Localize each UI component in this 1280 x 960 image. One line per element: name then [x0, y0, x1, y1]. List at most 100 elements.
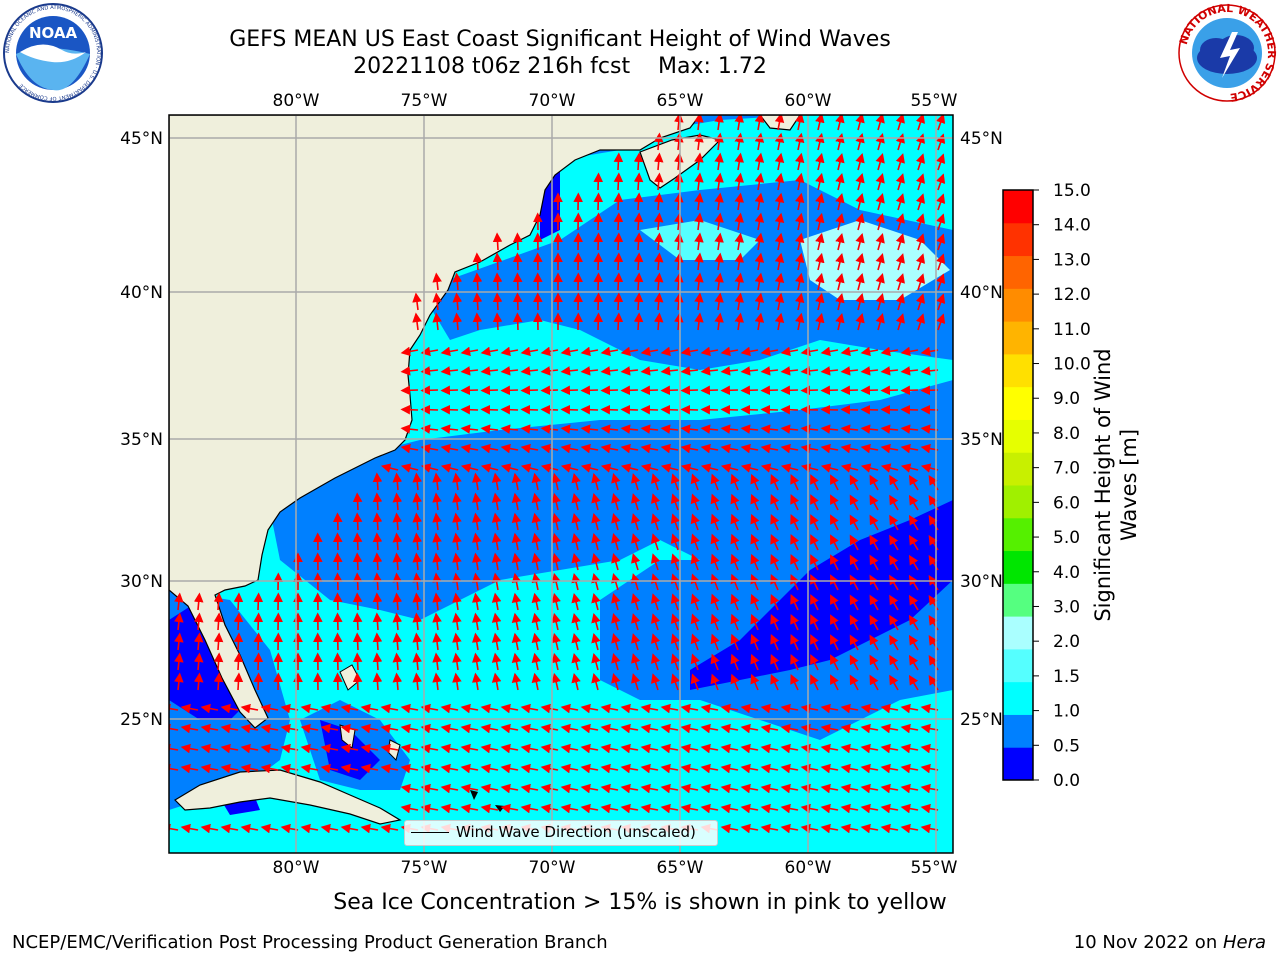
wind-arrow-icon — [855, 292, 865, 311]
wind-arrow-icon — [613, 232, 624, 251]
wind-arrow-icon — [694, 212, 704, 231]
wind-arrow-icon — [889, 574, 899, 591]
wind-arrow-icon — [412, 532, 422, 551]
wind-arrow-icon — [180, 743, 199, 754]
wind-arrow-icon — [680, 346, 699, 357]
wind-arrow-icon — [680, 743, 699, 754]
wind-arrow-icon — [240, 703, 259, 714]
colorbar-label-line1: Significant Height of Wind — [1091, 348, 1115, 622]
colorbar-label-line2: Waves [m] — [1117, 428, 1141, 542]
wind-arrow-icon — [520, 723, 539, 734]
wind-arrow-icon — [560, 463, 579, 473]
wind-arrow-icon — [580, 463, 599, 473]
wind-arrow-icon — [300, 743, 319, 754]
wind-arrow-icon — [240, 723, 259, 734]
wind-arrow-icon — [714, 292, 724, 311]
wind-arrow-icon — [889, 514, 899, 531]
wind-arrow-icon — [520, 424, 539, 434]
wind-arrow-icon — [460, 743, 479, 754]
wind-arrow-icon — [653, 192, 664, 211]
wind-arrow-icon — [460, 443, 479, 454]
wind-arrow-icon — [830, 614, 839, 631]
wind-arrow-icon — [734, 292, 744, 311]
wind-arrow-icon — [472, 672, 482, 691]
wind-arrow-icon — [740, 463, 759, 473]
wind-arrow-icon — [690, 533, 700, 551]
wind-arrow-icon — [849, 654, 859, 671]
wind-arrow-icon — [710, 653, 720, 671]
wind-arrow-icon — [815, 252, 825, 271]
wind-arrow-icon — [900, 346, 919, 357]
wind-arrow-icon — [512, 252, 523, 271]
wind-arrow-icon — [620, 703, 639, 714]
wind-arrow-icon — [432, 632, 442, 651]
wind-arrow-icon — [740, 424, 759, 434]
wind-arrow-icon — [790, 554, 800, 571]
wind-arrow-icon — [420, 346, 439, 357]
wind-arrow-icon — [540, 463, 559, 473]
wind-arrow-icon — [700, 443, 719, 454]
wind-arrow-icon — [472, 652, 482, 671]
wind-arrow-icon — [835, 152, 845, 171]
wind-arrow-icon — [520, 783, 539, 794]
wind-arrow-icon — [580, 763, 599, 774]
wind-arrow-icon — [480, 424, 499, 434]
wind-arrow-icon — [780, 743, 799, 754]
wind-arrow-icon — [815, 192, 825, 211]
wind-arrow-icon — [571, 592, 581, 611]
wind-arrow-icon — [880, 385, 899, 396]
wind-arrow-icon — [571, 672, 581, 691]
wind-arrow-icon — [452, 572, 462, 591]
wind-arrow-icon — [653, 292, 664, 311]
wind-arrow-icon — [680, 803, 699, 814]
wind-arrow-icon — [720, 763, 739, 774]
wind-arrow-icon — [650, 473, 661, 491]
wind-arrow-icon — [640, 346, 659, 357]
wind-arrow-icon — [869, 674, 879, 691]
wind-arrow-icon — [531, 572, 542, 591]
wind-arrow-icon — [332, 552, 343, 571]
wind-arrow-icon — [770, 553, 780, 571]
wind-arrow-icon — [472, 492, 482, 511]
wind-arrow-icon — [650, 553, 661, 571]
wind-arrow-icon — [633, 272, 644, 291]
wind-arrow-icon — [540, 743, 559, 754]
wind-arrow-icon — [869, 514, 879, 531]
wind-arrow-icon — [193, 632, 204, 651]
wind-arrow-icon — [560, 783, 579, 794]
wind-arrow-icon — [774, 115, 785, 131]
wind-arrow-icon — [174, 632, 184, 651]
wind-arrow-icon — [750, 673, 760, 691]
wind-arrow-icon — [875, 213, 885, 231]
wind-arrow-icon — [392, 632, 403, 651]
wind-arrow-icon — [580, 424, 599, 434]
wind-arrow-icon — [855, 192, 865, 211]
wind-arrow-icon — [352, 512, 363, 531]
colorbar-tick-label: 3.0 — [1053, 597, 1080, 617]
wind-arrow-icon — [650, 533, 661, 551]
wind-arrow-icon — [869, 654, 879, 671]
wind-arrow-icon — [860, 443, 879, 454]
wind-arrow-icon — [770, 673, 780, 691]
wind-arrow-icon — [774, 212, 785, 231]
wind-arrow-icon — [440, 463, 459, 473]
wind-arrow-icon — [936, 293, 946, 311]
wind-arrow-icon — [520, 803, 539, 814]
wind-arrow-icon — [908, 634, 919, 651]
wind-arrow-icon — [734, 272, 744, 291]
wind-arrow-icon — [660, 803, 679, 814]
wind-arrow-icon — [680, 723, 699, 734]
wind-arrow-icon — [840, 763, 859, 774]
wind-arrow-icon — [720, 443, 739, 454]
wind-arrow-icon — [908, 654, 919, 671]
colorbar-band — [1003, 616, 1033, 650]
wind-arrow-icon — [551, 672, 561, 691]
wind-arrow-icon — [432, 272, 442, 291]
wind-arrow-icon — [560, 346, 579, 357]
wind-arrow-icon — [820, 703, 839, 714]
lon-label: 55°W — [911, 91, 958, 111]
wind-arrow-icon — [452, 652, 462, 671]
wind-arrow-icon — [440, 404, 459, 415]
wind-arrow-icon — [332, 592, 343, 611]
